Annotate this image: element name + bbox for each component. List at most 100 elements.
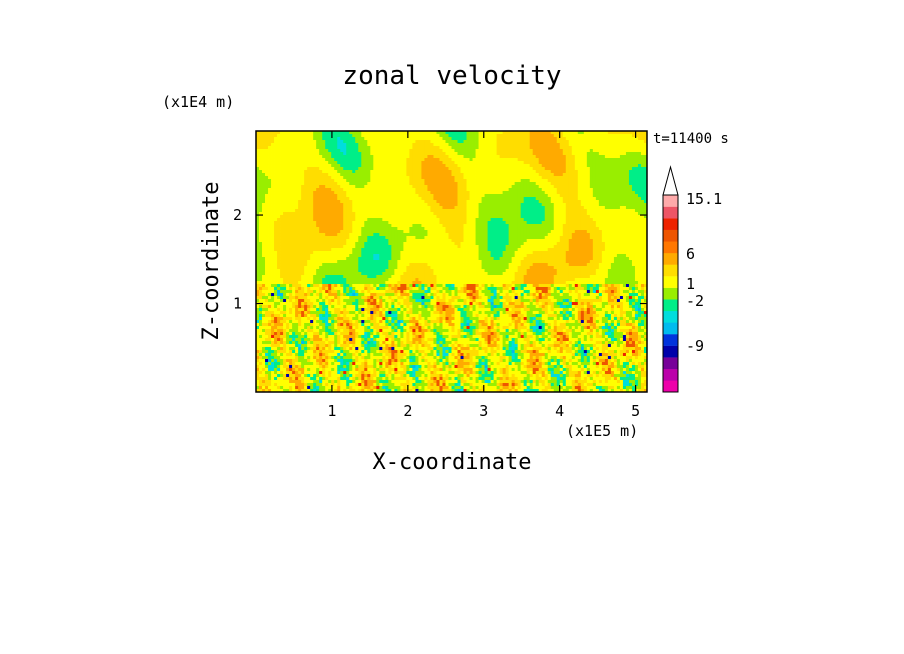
heatmap-cell bbox=[547, 161, 552, 165]
heatmap-cell bbox=[400, 212, 404, 216]
heatmap-cell bbox=[409, 242, 413, 246]
heatmap-cell bbox=[259, 206, 263, 210]
heatmap-cell bbox=[316, 218, 320, 222]
heatmap-cell bbox=[454, 185, 458, 189]
heatmap-cell bbox=[475, 173, 479, 177]
heatmap-cell bbox=[622, 230, 627, 234]
heatmap-cell bbox=[397, 170, 401, 174]
heatmap-cell bbox=[406, 197, 410, 201]
heatmap-cell bbox=[271, 137, 275, 141]
heatmap-cell bbox=[541, 224, 546, 228]
heatmap-cell bbox=[565, 176, 570, 180]
heatmap-cell bbox=[259, 176, 263, 180]
heatmap-cell bbox=[604, 218, 609, 222]
heatmap-cell bbox=[424, 209, 428, 213]
heatmap-cell bbox=[415, 191, 419, 195]
heatmap-cell bbox=[448, 155, 452, 159]
heatmap-cell bbox=[457, 212, 461, 216]
heatmap-cell bbox=[367, 191, 371, 195]
heatmap-cell bbox=[556, 200, 561, 204]
heatmap-cell bbox=[442, 224, 446, 228]
heatmap-cell bbox=[268, 155, 272, 159]
heatmap-cell bbox=[310, 176, 314, 180]
heatmap-cell bbox=[484, 185, 488, 189]
heatmap-cell bbox=[340, 137, 344, 141]
heatmap-cell bbox=[514, 161, 519, 165]
heatmap-cell bbox=[598, 239, 603, 243]
heatmap-cell bbox=[526, 170, 531, 174]
heatmap-cell bbox=[286, 236, 290, 240]
heatmap-cell bbox=[523, 161, 528, 165]
heatmap-cell bbox=[577, 239, 582, 243]
heatmap-cell bbox=[526, 218, 531, 222]
heatmap-cell bbox=[490, 239, 495, 243]
heatmap-cell bbox=[328, 221, 332, 225]
heatmap-cell bbox=[619, 236, 624, 240]
heatmap-cell bbox=[475, 203, 479, 207]
heatmap-cell bbox=[334, 149, 338, 153]
heatmap-cell bbox=[484, 158, 488, 162]
heatmap-cell bbox=[403, 230, 407, 234]
heatmap-cell bbox=[520, 203, 525, 207]
heatmap-cell bbox=[478, 155, 482, 159]
heatmap-cell bbox=[478, 197, 482, 201]
heatmap-cell bbox=[403, 176, 407, 180]
heatmap-cell bbox=[550, 134, 555, 138]
heatmap-cell bbox=[475, 161, 479, 165]
heatmap-cell bbox=[349, 188, 353, 192]
heatmap-cell bbox=[517, 173, 522, 177]
heatmap-cell bbox=[337, 179, 341, 183]
heatmap-cell bbox=[598, 188, 603, 192]
heatmap-cell bbox=[481, 212, 485, 216]
heatmap-cell bbox=[442, 212, 446, 216]
heatmap-cell bbox=[304, 203, 308, 207]
heatmap-cell bbox=[457, 146, 461, 150]
heatmap-cell bbox=[616, 161, 621, 165]
heatmap-cell bbox=[544, 236, 549, 240]
heatmap-cell bbox=[400, 173, 404, 177]
heatmap-cell bbox=[589, 200, 594, 204]
heatmap-cell bbox=[346, 140, 350, 144]
heatmap-cell bbox=[271, 242, 275, 246]
heatmap-cell bbox=[487, 188, 491, 192]
heatmap-cell bbox=[529, 242, 534, 246]
heatmap-cell bbox=[328, 155, 332, 159]
heatmap-cell bbox=[304, 134, 308, 138]
heatmap-cell bbox=[556, 218, 561, 222]
heatmap-cell bbox=[493, 203, 498, 207]
heatmap-cell bbox=[289, 206, 293, 210]
heatmap-cell bbox=[553, 167, 558, 171]
heatmap-cell bbox=[571, 233, 576, 237]
heatmap-cell bbox=[328, 230, 332, 234]
heatmap-cell bbox=[481, 209, 485, 213]
heatmap-cell bbox=[259, 161, 263, 165]
heatmap-cell bbox=[559, 182, 564, 186]
heatmap-cell bbox=[445, 164, 449, 168]
heatmap-cell bbox=[346, 203, 350, 207]
heatmap-cell bbox=[586, 194, 591, 198]
heatmap-cell bbox=[310, 143, 314, 147]
heatmap-cell bbox=[640, 176, 645, 180]
heatmap-cell bbox=[448, 185, 452, 189]
heatmap-cell bbox=[316, 203, 320, 207]
heatmap-cell bbox=[583, 182, 588, 186]
heatmap-cell bbox=[454, 143, 458, 147]
heatmap-cell bbox=[343, 155, 347, 159]
heatmap-cell bbox=[451, 200, 455, 204]
heatmap-cell bbox=[523, 131, 528, 135]
heatmap-cell bbox=[451, 140, 455, 144]
heatmap-cell bbox=[544, 131, 549, 135]
heatmap-cell bbox=[625, 227, 630, 231]
heatmap-cell bbox=[469, 212, 473, 216]
heatmap-cell bbox=[295, 185, 299, 189]
heatmap-cell bbox=[400, 152, 404, 156]
heatmap-cell bbox=[556, 158, 561, 162]
heatmap-cell bbox=[280, 236, 284, 240]
heatmap-cell bbox=[520, 137, 525, 141]
heatmap-cell bbox=[343, 188, 347, 192]
heatmap-cell bbox=[574, 212, 579, 216]
heatmap-cell bbox=[490, 203, 495, 207]
heatmap-cell bbox=[505, 209, 510, 213]
heatmap-cell bbox=[631, 203, 636, 207]
